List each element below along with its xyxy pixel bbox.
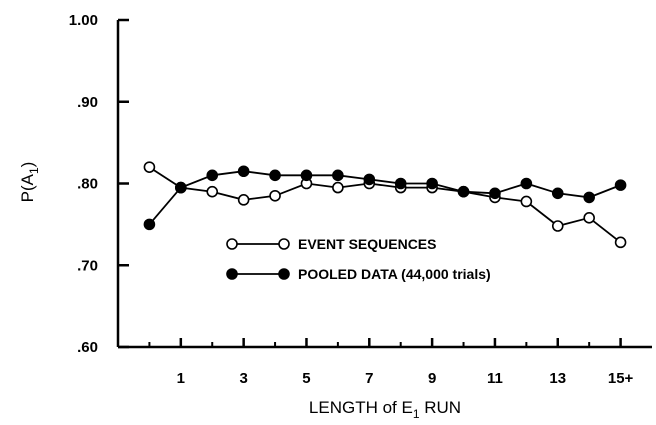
legend-marker — [278, 238, 290, 250]
series-1 — [143, 161, 627, 249]
pooled-data-point — [394, 177, 407, 190]
y-tick-label: .70 — [77, 257, 98, 274]
pooled-data-point — [175, 181, 187, 194]
y-tick-label: .90 — [77, 94, 98, 111]
y-tick-label: .60 — [77, 339, 98, 356]
series-2 — [143, 165, 627, 231]
x-tick-label: 1 — [177, 370, 185, 387]
event-sequence-point — [206, 185, 219, 198]
pooled-data-point — [583, 191, 595, 204]
axes — [116, 20, 652, 349]
x-tick-label: 5 — [302, 370, 310, 387]
pooled-data-point — [457, 185, 470, 198]
y-axis-title-main: P(A — [18, 173, 37, 202]
event-sequence-point — [269, 189, 281, 202]
legend-entry-1: EVENT SEQUENCES — [226, 236, 436, 252]
pooled-data-point — [143, 218, 156, 231]
x-tick-label: 9 — [428, 370, 436, 387]
pooled-data-point — [269, 169, 281, 182]
pooled-data-point — [520, 177, 533, 190]
series-line — [148, 170, 621, 225]
pooled-data-point — [206, 169, 219, 182]
pooled-data-point — [300, 169, 313, 182]
y-tick-label: .80 — [77, 176, 98, 193]
pooled-data-point — [551, 187, 564, 200]
x-tick-label: 15+ — [608, 370, 634, 387]
event-sequence-point — [520, 195, 533, 208]
x-axis-title: LENGTH of E1 RUN — [309, 398, 461, 421]
x-tick-label: 11 — [487, 370, 503, 387]
x-axis-title-subscript: 1 — [413, 407, 420, 421]
pooled-data-point — [237, 165, 250, 178]
y-tick-label: 1.00 — [69, 12, 98, 29]
legend: EVENT SEQUENCES POOLED DATA (44,000 trial… — [226, 236, 491, 282]
legend-marker — [226, 268, 238, 280]
y-axis-title-suffix: ) — [18, 162, 37, 168]
legend-label: EVENT SEQUENCES — [298, 236, 436, 252]
x-tick-label: 7 — [365, 370, 373, 387]
series-line — [148, 166, 622, 244]
event-sequence-point — [332, 181, 344, 194]
legend-entry-2: POOLED DATA (44,000 trials) — [226, 266, 491, 282]
legend-marker — [226, 238, 238, 250]
x-axis-ticks: 1 3 5 7 9 11 13 15+ — [148, 338, 634, 387]
x-tick-label: 3 — [239, 370, 247, 387]
pooled-data-point — [332, 169, 344, 182]
pooled-data-point — [426, 177, 438, 190]
legend-label: POOLED DATA (44,000 trials) — [298, 266, 491, 282]
event-sequence-point — [614, 236, 627, 249]
pooled-data-point — [489, 187, 501, 200]
y-axis-title-subscript: 1 — [27, 167, 41, 174]
pooled-data-point — [614, 179, 627, 191]
y-axis-title: P(A1) — [18, 162, 41, 203]
event-sequence-point — [237, 194, 250, 206]
x-tick-label: 13 — [549, 370, 566, 387]
event-sequence-point — [551, 220, 564, 232]
legend-marker — [278, 268, 290, 280]
event-sequence-point — [143, 161, 156, 173]
event-sequence-point — [583, 212, 595, 224]
pooled-data-point — [363, 173, 376, 186]
x-axis-title-suffix: RUN — [420, 398, 462, 417]
x-axis-title-main: LENGTH of E — [309, 398, 413, 417]
series-layer — [143, 161, 627, 249]
y-axis-ticks: .60 .70 .80 .90 1.00 — [69, 12, 129, 356]
